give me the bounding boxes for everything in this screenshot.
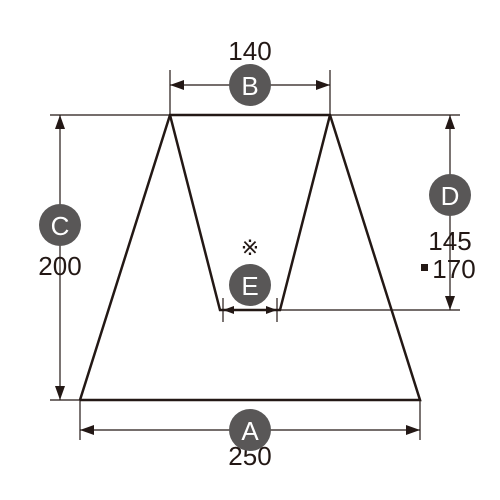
dimension-c-value: 200	[38, 251, 81, 281]
dimension-d-value1: 145	[428, 226, 471, 256]
dimension-b-value: 140	[228, 36, 271, 66]
svg-text:A: A	[241, 416, 259, 446]
badge-e: E	[229, 264, 271, 306]
badge-a: A	[229, 409, 271, 451]
badge-b: B	[229, 64, 271, 106]
svg-text:E: E	[241, 271, 258, 301]
svg-text:D: D	[441, 181, 460, 211]
svg-text:C: C	[51, 211, 70, 241]
badge-c: C	[39, 204, 81, 246]
badge-d: D	[429, 174, 471, 216]
svg-text:B: B	[241, 71, 258, 101]
dimension-diagram: 140 200 145 170 ※	[0, 0, 500, 500]
dimension-d-value2: 170	[432, 254, 475, 284]
note-symbol: ※	[241, 235, 259, 260]
dimension-c: 200	[38, 115, 170, 400]
